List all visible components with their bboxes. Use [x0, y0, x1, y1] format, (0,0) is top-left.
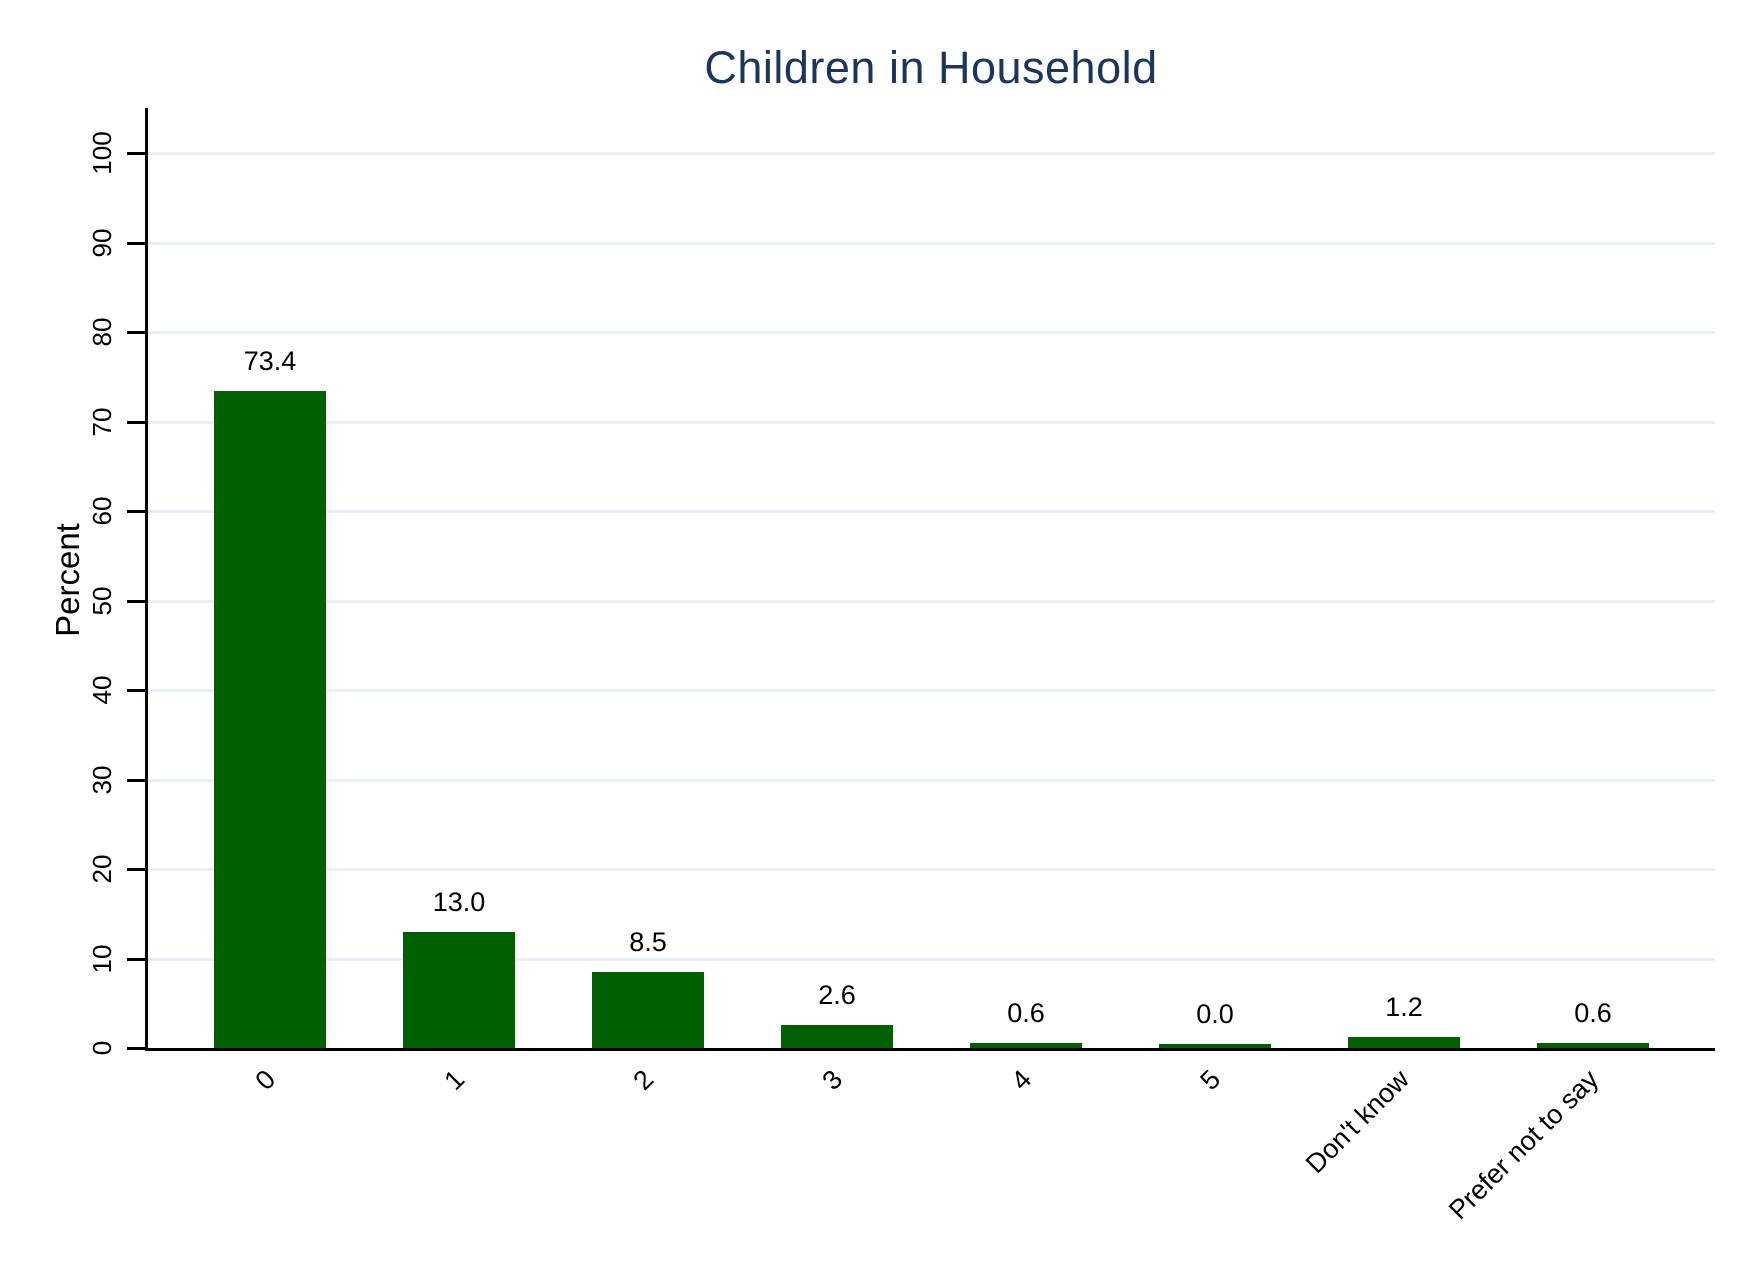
bar: [214, 391, 326, 1048]
y-gridline: [148, 331, 1715, 334]
bar-value-label: 2.6: [818, 980, 856, 1010]
y-gridline: [148, 779, 1715, 782]
bar-value-label: 0.6: [1574, 998, 1612, 1028]
bar: [403, 932, 515, 1048]
bar-value-label: 0.0: [1196, 999, 1234, 1029]
y-tick-mark: [127, 152, 145, 155]
y-gridline: [148, 958, 1715, 961]
bar: [1537, 1043, 1649, 1048]
y-gridline: [148, 510, 1715, 513]
bar-value-label: 0.6: [1007, 998, 1045, 1028]
y-tick-mark: [127, 868, 145, 871]
x-tick-label: Prefer not to say: [1243, 1064, 1604, 1225]
bar-value-label: 13.0: [432, 887, 486, 917]
y-axis-title: Percent: [49, 523, 86, 637]
y-axis-line: [145, 108, 148, 1051]
bar: [970, 1043, 1082, 1048]
y-tick-label: 10: [87, 944, 117, 974]
bar: [1348, 1037, 1460, 1048]
bar-value-label: 73.4: [243, 346, 297, 376]
y-tick-label: 60: [87, 496, 117, 526]
y-tick-label: 70: [87, 407, 117, 437]
x-tick-label-text: Prefer not to say: [1442, 1064, 1605, 1226]
y-tick-mark: [127, 510, 145, 513]
y-tick-label: 30: [87, 765, 117, 795]
y-tick-mark: [127, 421, 145, 424]
y-gridline: [148, 242, 1715, 245]
y-tick-mark: [127, 600, 145, 603]
y-tick-label: 20: [87, 854, 117, 884]
y-gridline: [148, 421, 1715, 424]
y-tick-mark: [127, 1047, 145, 1050]
x-axis-line: [145, 1048, 1715, 1051]
y-tick-mark: [127, 242, 145, 245]
bar: [1159, 1044, 1271, 1048]
y-gridline: [148, 689, 1715, 692]
y-tick-label: 90: [87, 228, 117, 258]
y-gridline: [148, 868, 1715, 871]
y-tick-mark: [127, 689, 145, 692]
y-gridline: [148, 600, 1715, 603]
bar-value-label: 1.2: [1385, 992, 1423, 1022]
y-tick-mark: [127, 779, 145, 782]
y-gridline: [148, 152, 1715, 155]
bar: [592, 972, 704, 1048]
chart-title: Children in Household: [704, 42, 1158, 93]
y-tick-label: 50: [87, 586, 117, 616]
y-tick-mark: [127, 958, 145, 961]
y-tick-label: 80: [87, 317, 117, 347]
bar: [781, 1025, 893, 1048]
bar-value-label: 8.5: [629, 927, 667, 957]
y-tick-mark: [127, 331, 145, 334]
y-tick-label: 40: [87, 675, 117, 705]
y-tick-label: 100: [87, 131, 117, 175]
